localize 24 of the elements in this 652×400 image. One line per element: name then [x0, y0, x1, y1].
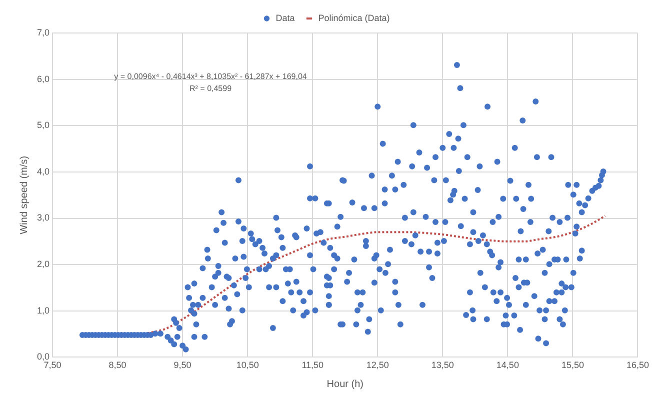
x-tick-label: 7,50 [44, 360, 62, 370]
x-tick-label: 8,50 [108, 360, 126, 370]
x-tick-label: 12,50 [366, 360, 389, 370]
x-tick-label: 13,50 [431, 360, 454, 370]
x-tick-label: 14,50 [496, 360, 519, 370]
x-tick-label: 11,50 [302, 360, 324, 370]
x-tick-label: 9,50 [174, 360, 192, 370]
annotation: R² = 0,4599 [190, 84, 232, 94]
y-tick-label: 0,0 [36, 352, 50, 362]
x-axis-title: Hour (h) [326, 378, 364, 390]
y-tick-label: 3,0 [36, 212, 50, 223]
y-axis-title: Wind speed (m/s) [18, 156, 30, 234]
legend-label: Polinómica (Data) [318, 12, 390, 23]
x-tick-label: 16,50 [626, 360, 650, 370]
y-tick-label: 1,0 [36, 305, 50, 316]
x-tick-label: 15,50 [561, 360, 584, 370]
annotation: y = 0,0096x⁴ - 0,4614x³ + 8,1035x² - 61,287x + 169,04 [114, 72, 308, 82]
y-tick-label: 6,0 [36, 74, 50, 84]
x-tick-label: 10,50 [236, 360, 259, 370]
legend-label: Data [276, 12, 295, 23]
y-tick-label: 4,0 [36, 166, 50, 176]
y-tick-label: 5,0 [36, 120, 50, 130]
y-tick-label: 2,0 [36, 259, 50, 270]
y-tick-label: 7,0 [36, 27, 50, 38]
